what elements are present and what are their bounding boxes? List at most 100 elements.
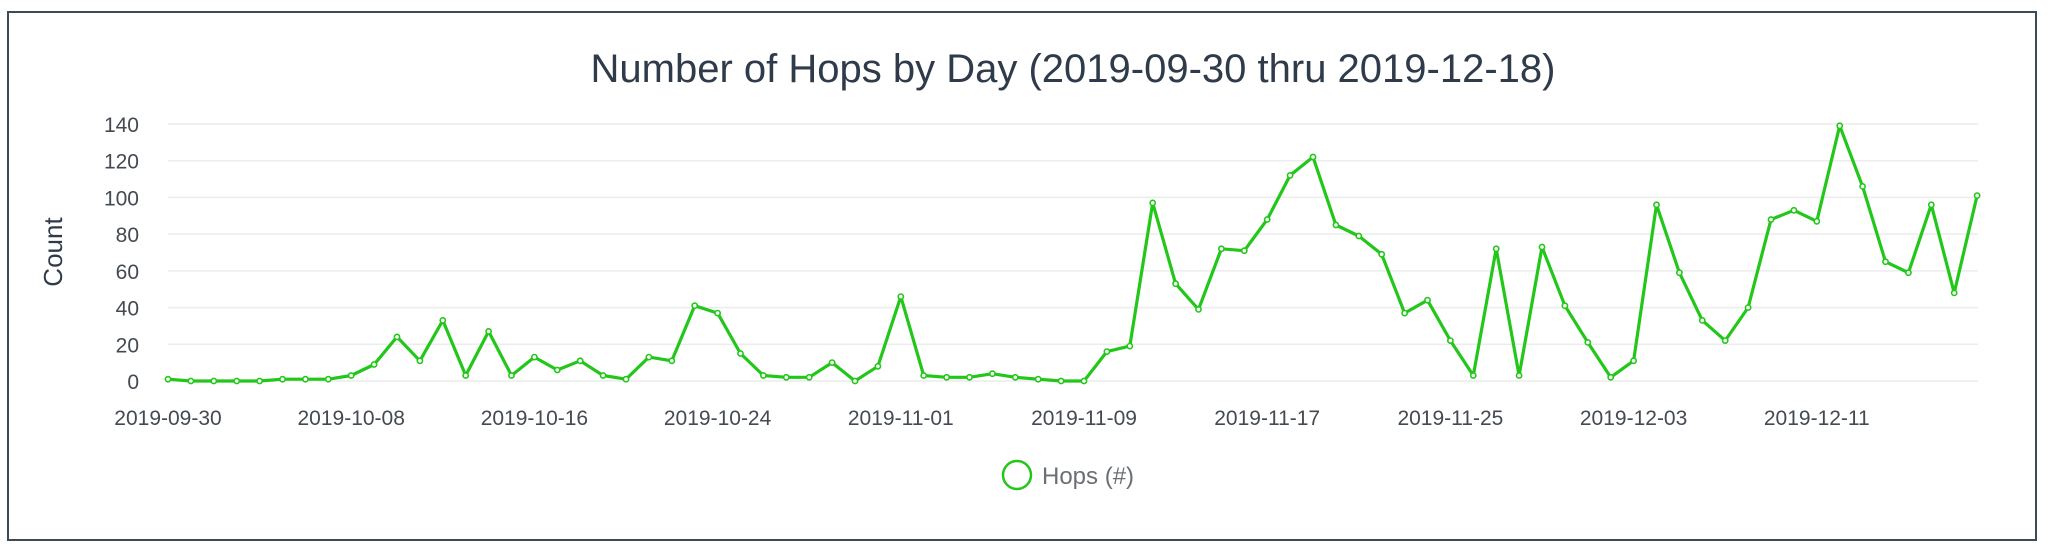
data-point[interactable] [805, 373, 813, 381]
data-point[interactable] [576, 357, 584, 365]
data-point[interactable] [1240, 247, 1248, 255]
data-point[interactable] [1973, 192, 1981, 199]
data-point[interactable] [1859, 182, 1866, 190]
data-point[interactable] [1836, 122, 1844, 130]
data-point[interactable] [668, 357, 676, 365]
data-point[interactable] [1126, 342, 1134, 350]
x-tick-label: 2019-11-17 [1214, 407, 1320, 430]
data-point[interactable] [1401, 309, 1408, 317]
data-point[interactable] [393, 333, 401, 341]
data-point[interactable] [645, 353, 653, 361]
data-point[interactable] [760, 372, 767, 379]
data-point[interactable] [347, 372, 355, 379]
data-point[interactable] [691, 302, 699, 310]
data-point[interactable] [1149, 199, 1157, 207]
data-point[interactable] [828, 359, 836, 366]
data-point[interactable] [1584, 338, 1592, 346]
data-point[interactable] [1011, 373, 1019, 381]
y-tick-label: 140 [104, 114, 139, 137]
legend-label[interactable]: Hops (#) [1042, 463, 1134, 490]
data-point[interactable] [1469, 372, 1477, 379]
data-point[interactable] [1103, 348, 1111, 355]
data-point[interactable] [187, 377, 195, 385]
data-point[interactable] [439, 316, 447, 324]
data-point[interactable] [1653, 201, 1660, 209]
data-point[interactable] [1813, 217, 1821, 225]
data-point[interactable] [1698, 316, 1706, 324]
x-tick-label: 2019-10-24 [664, 407, 772, 430]
data-point[interactable] [1767, 216, 1775, 223]
series-hops [164, 122, 1981, 385]
data-point[interactable] [1309, 153, 1317, 161]
data-point[interactable] [714, 309, 721, 317]
data-point[interactable] [1905, 269, 1912, 277]
x-tick-label: 2019-11-25 [1397, 407, 1503, 430]
x-axis-ticks: 2019-09-30 2019-10-08 2019-10-16 2019-10-24… [114, 407, 1869, 430]
data-point[interactable] [989, 370, 996, 378]
x-tick-label: 2019-12-11 [1764, 407, 1870, 430]
data-point[interactable] [233, 377, 241, 385]
y-tick-label: 100 [104, 187, 139, 210]
y-axis-ticks: 0 20 40 60 80 100 120 140 [104, 114, 139, 394]
data-point[interactable] [1744, 304, 1752, 311]
data-point[interactable] [1355, 232, 1363, 240]
gridlines [168, 123, 1978, 382]
data-point[interactable] [851, 377, 859, 385]
data-point[interactable] [1447, 337, 1454, 344]
data-point[interactable] [1950, 289, 1958, 297]
data-point[interactable] [1057, 377, 1065, 385]
legend-marker[interactable] [1001, 459, 1033, 491]
data-point[interactable] [1561, 302, 1569, 310]
data-point[interactable] [1263, 216, 1271, 223]
data-point[interactable] [462, 372, 470, 379]
data-point[interactable] [256, 377, 263, 385]
data-point[interactable] [1080, 377, 1088, 385]
data-point[interactable] [782, 373, 790, 381]
data-point[interactable] [1927, 201, 1935, 209]
data-point[interactable] [943, 373, 950, 381]
data-point[interactable] [1630, 357, 1637, 365]
data-point[interactable] [966, 373, 973, 381]
legend[interactable]: Hops (#) [1001, 459, 1134, 491]
data-point[interactable] [1172, 280, 1179, 288]
data-point[interactable] [1607, 373, 1615, 381]
data-point[interactable] [531, 353, 538, 361]
chart-title: Number of Hops by Day (2019-09-30 thru 2… [591, 47, 1556, 91]
data-point[interactable] [1424, 296, 1431, 304]
data-point[interactable] [599, 372, 607, 379]
data-point[interactable] [164, 375, 172, 383]
data-point[interactable] [1790, 206, 1798, 214]
data-point[interactable] [1721, 337, 1729, 344]
data-point[interactable] [553, 366, 561, 374]
data-point[interactable] [1218, 245, 1225, 253]
data-point[interactable] [1515, 372, 1523, 379]
data-point[interactable] [1492, 245, 1500, 253]
data-point[interactable] [1195, 305, 1202, 313]
data-point[interactable] [920, 372, 928, 379]
data-point[interactable] [279, 375, 286, 383]
data-point[interactable] [210, 377, 218, 385]
data-point[interactable] [1034, 375, 1042, 383]
x-tick-label: 2019-11-01 [848, 407, 954, 430]
data-point[interactable] [897, 293, 905, 300]
y-tick-label: 0 [127, 371, 139, 394]
x-tick-label: 2019-10-08 [297, 407, 404, 430]
data-point[interactable] [1332, 221, 1340, 229]
y-tick-label: 80 [116, 224, 139, 247]
data-point[interactable] [1286, 171, 1294, 179]
data-point[interactable] [874, 362, 882, 370]
data-point[interactable] [1676, 269, 1683, 277]
data-point[interactable] [1538, 243, 1546, 251]
x-tick-label: 2019-11-09 [1031, 407, 1137, 430]
data-point[interactable] [1882, 258, 1889, 266]
data-point[interactable] [485, 327, 492, 335]
data-point[interactable] [737, 350, 744, 357]
data-point[interactable] [370, 361, 378, 368]
data-point[interactable] [622, 375, 630, 383]
data-point[interactable] [324, 375, 332, 383]
data-point[interactable] [416, 357, 424, 365]
data-point[interactable] [508, 372, 515, 379]
data-point[interactable] [301, 375, 309, 383]
data-point[interactable] [1378, 250, 1386, 258]
